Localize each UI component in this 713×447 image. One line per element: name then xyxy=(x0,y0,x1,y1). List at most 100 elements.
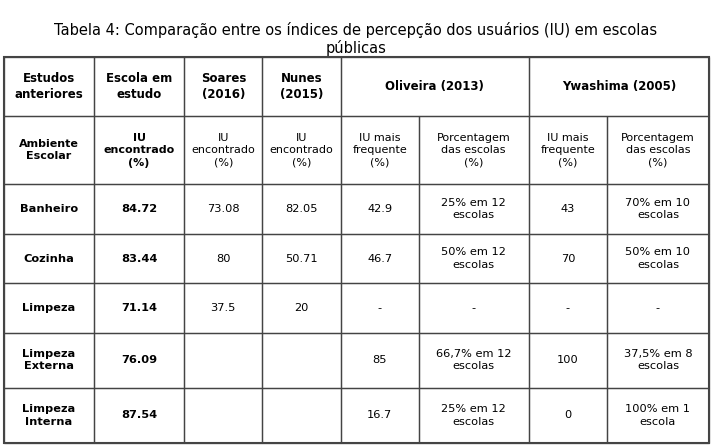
Text: 66,7% em 12
escolas: 66,7% em 12 escolas xyxy=(436,349,511,371)
Bar xyxy=(419,333,529,388)
Text: públicas: públicas xyxy=(326,40,386,56)
Bar xyxy=(607,283,709,333)
Bar xyxy=(341,333,419,388)
Bar xyxy=(94,234,184,283)
Bar xyxy=(607,388,709,443)
Text: Limpeza
Interna: Limpeza Interna xyxy=(22,404,76,426)
Bar xyxy=(529,185,607,234)
Text: 25% em 12
escolas: 25% em 12 escolas xyxy=(441,198,506,220)
Text: 100: 100 xyxy=(557,355,579,365)
Text: 50% em 10
escolas: 50% em 10 escolas xyxy=(625,247,690,270)
Bar xyxy=(94,116,184,185)
Bar xyxy=(184,57,262,116)
Text: 84.72: 84.72 xyxy=(121,204,158,214)
Text: 20: 20 xyxy=(294,303,309,313)
Text: Porcentagem
das escolas
(%): Porcentagem das escolas (%) xyxy=(621,133,695,168)
Text: 76.09: 76.09 xyxy=(121,355,158,365)
Bar xyxy=(529,116,607,185)
Text: 73.08: 73.08 xyxy=(207,204,240,214)
Bar xyxy=(94,333,184,388)
Text: Ambiente
Escolar: Ambiente Escolar xyxy=(19,139,79,161)
Bar xyxy=(184,283,262,333)
Text: 85: 85 xyxy=(372,355,387,365)
Text: -: - xyxy=(378,303,381,313)
Bar xyxy=(341,283,419,333)
Text: 70: 70 xyxy=(560,253,575,264)
Bar xyxy=(419,234,529,283)
Bar xyxy=(419,283,529,333)
Bar xyxy=(4,234,94,283)
Text: Nunes
(2015): Nunes (2015) xyxy=(279,72,323,101)
Bar xyxy=(341,57,529,116)
Text: Limpeza: Limpeza xyxy=(22,303,76,313)
Bar xyxy=(184,388,262,443)
Text: -: - xyxy=(656,303,660,313)
Text: 42.9: 42.9 xyxy=(367,204,392,214)
Text: 37.5: 37.5 xyxy=(210,303,236,313)
Text: Tabela 4: Comparação entre os índices de percepção dos usuários (IU) em escolas: Tabela 4: Comparação entre os índices de… xyxy=(54,22,657,38)
Bar xyxy=(341,185,419,234)
Text: -: - xyxy=(566,303,570,313)
Bar xyxy=(184,185,262,234)
Text: IU
encontrado
(%): IU encontrado (%) xyxy=(270,133,334,168)
Text: 82.05: 82.05 xyxy=(285,204,318,214)
Bar xyxy=(4,57,94,116)
Text: 80: 80 xyxy=(216,253,230,264)
Text: Escola em
estudo: Escola em estudo xyxy=(106,72,173,101)
Text: 83.44: 83.44 xyxy=(121,253,158,264)
Text: Porcentagem
das escolas
(%): Porcentagem das escolas (%) xyxy=(437,133,511,168)
Text: 87.54: 87.54 xyxy=(121,410,158,421)
Text: Banheiro: Banheiro xyxy=(20,204,78,214)
Bar xyxy=(4,116,94,185)
Bar xyxy=(529,234,607,283)
Text: 50.71: 50.71 xyxy=(285,253,318,264)
Bar xyxy=(4,283,94,333)
Text: 16.7: 16.7 xyxy=(367,410,392,421)
Bar xyxy=(4,333,94,388)
Bar xyxy=(4,388,94,443)
Bar xyxy=(607,234,709,283)
Bar xyxy=(94,283,184,333)
Text: Ywashima (2005): Ywashima (2005) xyxy=(562,80,676,93)
Text: IU
encontrado
(%): IU encontrado (%) xyxy=(103,133,175,168)
Bar xyxy=(607,116,709,185)
Bar xyxy=(419,185,529,234)
Text: 0: 0 xyxy=(564,410,571,421)
Text: 71.14: 71.14 xyxy=(121,303,157,313)
Bar xyxy=(419,116,529,185)
Bar xyxy=(4,185,94,234)
Text: 70% em 10
escolas: 70% em 10 escolas xyxy=(625,198,690,220)
Text: 46.7: 46.7 xyxy=(367,253,392,264)
Bar xyxy=(4,57,709,443)
Text: 37,5% em 8
escolas: 37,5% em 8 escolas xyxy=(624,349,692,371)
Bar xyxy=(94,388,184,443)
Text: Soares
(2016): Soares (2016) xyxy=(200,72,246,101)
Bar xyxy=(262,283,341,333)
Bar xyxy=(529,57,709,116)
Bar xyxy=(607,333,709,388)
Text: -: - xyxy=(472,303,476,313)
Text: IU
encontrado
(%): IU encontrado (%) xyxy=(192,133,255,168)
Text: 50% em 12
escolas: 50% em 12 escolas xyxy=(441,247,506,270)
Text: IU mais
frequente
(%): IU mais frequente (%) xyxy=(540,133,595,168)
Text: Oliveira (2013): Oliveira (2013) xyxy=(385,80,484,93)
Bar xyxy=(94,57,184,116)
Text: IU mais
frequente
(%): IU mais frequente (%) xyxy=(352,133,407,168)
Text: Cozinha: Cozinha xyxy=(24,253,74,264)
Bar xyxy=(94,185,184,234)
Bar xyxy=(262,234,341,283)
Bar xyxy=(529,388,607,443)
Bar xyxy=(184,333,262,388)
Bar xyxy=(607,185,709,234)
Text: 100% em 1
escola: 100% em 1 escola xyxy=(625,404,690,426)
Bar xyxy=(262,333,341,388)
Bar xyxy=(262,57,341,116)
Bar xyxy=(262,185,341,234)
Bar xyxy=(262,388,341,443)
Bar xyxy=(419,388,529,443)
Bar xyxy=(341,116,419,185)
Text: 43: 43 xyxy=(560,204,575,214)
Bar xyxy=(262,116,341,185)
Bar xyxy=(184,234,262,283)
Bar xyxy=(184,116,262,185)
